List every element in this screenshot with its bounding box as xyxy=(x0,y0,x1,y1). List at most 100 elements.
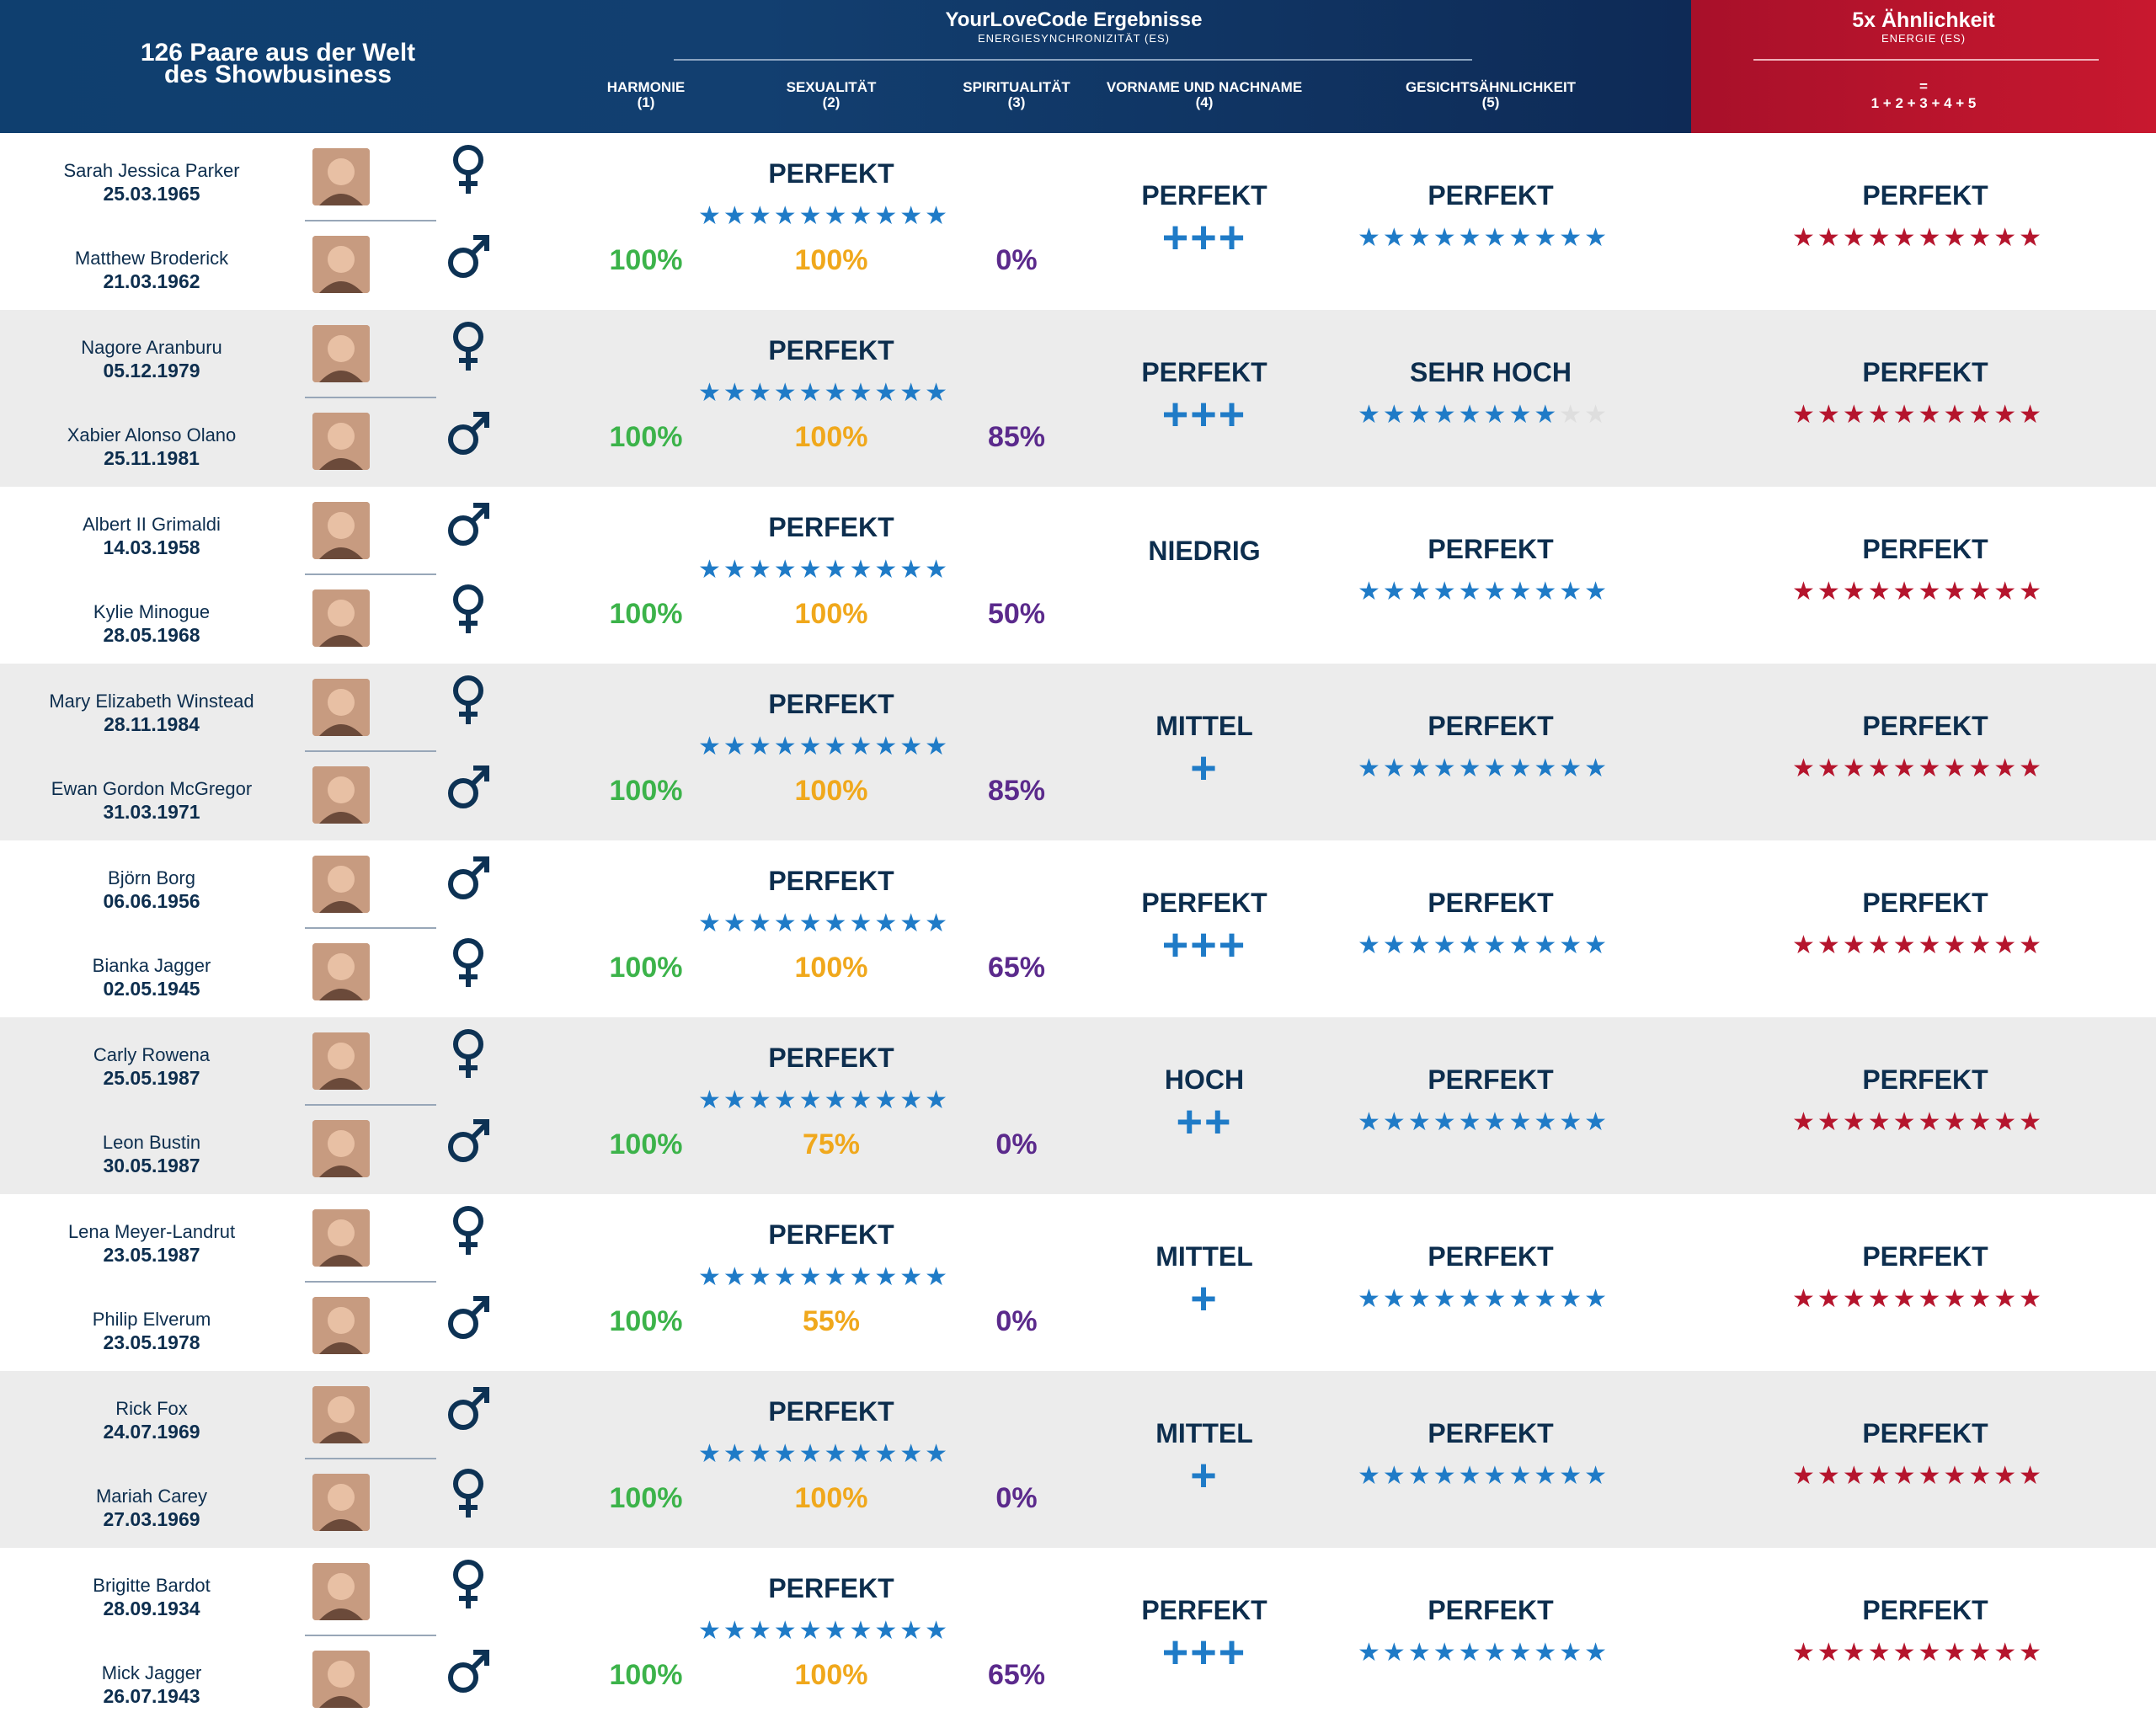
star-icon: ★ xyxy=(773,733,797,760)
pair-row: Sarah Jessica Parker 25.03.1965 Matthew Br… xyxy=(0,133,2156,310)
star-icon: ★ xyxy=(1433,1462,1456,1490)
star-icon: ★ xyxy=(899,379,923,407)
star-icon: ★ xyxy=(1943,578,1967,605)
star-icon: ★ xyxy=(1358,755,1380,782)
spiritualitaet-value: 85% xyxy=(987,421,1046,453)
star-icon: ★ xyxy=(1792,931,1815,959)
star-icon: ★ xyxy=(1842,755,1865,782)
star-icon: ★ xyxy=(748,1086,771,1114)
col-num: (1) xyxy=(637,94,655,110)
harmonie-value: 100% xyxy=(609,775,683,807)
harmonie-value: 100% xyxy=(609,952,683,984)
star-icon: ★ xyxy=(1792,578,1815,605)
person-name: Brigitte Bardot xyxy=(93,1575,211,1596)
total-similarity-label: PERFEKT xyxy=(1862,1241,1988,1272)
col-label: VORNAME UND NACHNAME xyxy=(1106,79,1303,95)
energy-label: PERFEKT xyxy=(768,1396,894,1427)
male-symbol-icon xyxy=(445,1113,492,1167)
star-icon: ★ xyxy=(2019,1108,2042,1136)
harmonie-value: 100% xyxy=(609,1128,683,1160)
avatar xyxy=(312,1209,370,1267)
star-icon: ★ xyxy=(849,1086,873,1114)
star-icon: ★ xyxy=(899,1440,923,1468)
avatar xyxy=(312,943,370,1000)
sexualitaet-value: 100% xyxy=(794,952,868,984)
star-icon: ★ xyxy=(1508,578,1532,605)
results-title: YourLoveCode Ergebnisse xyxy=(945,8,1203,31)
person-info: Sarah Jessica Parker 25.03.1965 xyxy=(17,160,286,205)
star-icon: ★ xyxy=(773,556,797,584)
female-symbol-icon xyxy=(445,674,492,728)
star-icon: ★ xyxy=(1382,1285,1406,1313)
energy-star-rating: ★ ★ ★ ★ ★ ★ ★ ★ ★ ★ xyxy=(698,381,947,406)
col-label: SEXUALITÄT xyxy=(786,79,877,95)
name-compat-label: MITTEL xyxy=(1155,711,1253,741)
star-icon: ★ xyxy=(1358,1462,1380,1490)
face-similarity-label: PERFEKT xyxy=(1428,1241,1554,1272)
name-compat-label: NIEDRIG xyxy=(1148,536,1261,566)
star-icon: ★ xyxy=(798,910,822,937)
pair-separator xyxy=(305,397,436,398)
avatar xyxy=(312,413,370,470)
total-similarity-label: PERFEKT xyxy=(1862,534,1988,564)
total-similarity-label: PERFEKT xyxy=(1862,357,1988,387)
person-birthdate: 23.05.1978 xyxy=(103,1331,200,1353)
name-compat-label: PERFEKT xyxy=(1141,357,1267,387)
avatar xyxy=(312,1032,370,1090)
star-icon: ★ xyxy=(925,1086,948,1114)
avatar xyxy=(312,325,370,382)
star-icon: ★ xyxy=(1892,931,1916,959)
face-similarity-label: PERFEKT xyxy=(1428,180,1554,211)
star-icon: ★ xyxy=(2019,1639,2042,1667)
total-similarity-star-rating: ★ ★ ★ ★ ★ ★ ★ ★ ★ ★ xyxy=(1792,756,2041,781)
pair-separator xyxy=(305,220,436,221)
col-header-spiritualitaet: SPIRITUALITÄT (3) xyxy=(963,80,1070,110)
star-icon: ★ xyxy=(2019,401,2042,429)
harmonie-value: 100% xyxy=(609,1482,683,1514)
total-similarity-label: PERFEKT xyxy=(1862,711,1988,741)
face-similarity-star-rating: ★ ★ ★ ★ ★ ★ ★ ★ ★ ★ xyxy=(1358,756,1607,781)
star-icon: ★ xyxy=(1559,755,1582,782)
star-icon: ★ xyxy=(698,1617,721,1645)
star-icon: ★ xyxy=(1407,224,1431,252)
star-icon: ★ xyxy=(899,1617,923,1645)
star-icon: ★ xyxy=(1792,1285,1815,1313)
star-icon: ★ xyxy=(824,1440,847,1468)
header-right-divider xyxy=(1753,59,2099,61)
person-info: Bianka Jagger 02.05.1945 xyxy=(17,955,286,1000)
star-icon: ★ xyxy=(1382,931,1406,959)
male-symbol-icon xyxy=(445,760,492,813)
star-icon: ★ xyxy=(1358,401,1380,429)
person-name: Albert II Grimaldi xyxy=(83,514,221,535)
star-icon: ★ xyxy=(849,910,873,937)
pair-row: Brigitte Bardot 28.09.1934 Mick Jagger 26.0… xyxy=(0,1548,2156,1723)
star-icon: ★ xyxy=(1993,224,2017,252)
total-similarity-star-rating: ★ ★ ★ ★ ★ ★ ★ ★ ★ ★ xyxy=(1792,226,2041,251)
star-icon: ★ xyxy=(1534,224,1557,252)
female-symbol-icon xyxy=(445,1027,492,1081)
col-label: SPIRITUALITÄT xyxy=(963,79,1070,95)
star-icon: ★ xyxy=(1792,401,1815,429)
name-compat-label: PERFEKT xyxy=(1141,1595,1267,1625)
star-icon: ★ xyxy=(1433,1285,1456,1313)
star-icon: ★ xyxy=(1993,1285,2017,1313)
male-symbol-icon xyxy=(445,1290,492,1344)
star-icon: ★ xyxy=(1458,931,1481,959)
star-icon: ★ xyxy=(698,733,721,760)
person-birthdate: 30.05.1987 xyxy=(103,1155,200,1176)
star-icon: ★ xyxy=(1483,931,1507,959)
formula-sum: 1 + 2 + 3 + 4 + 5 xyxy=(1870,95,1977,111)
star-icon: ★ xyxy=(1993,1462,2017,1490)
star-icon: ★ xyxy=(1534,1639,1557,1667)
star-icon: ★ xyxy=(1559,1462,1582,1490)
star-icon: ★ xyxy=(1433,1108,1456,1136)
energy-label: PERFEKT xyxy=(768,1043,894,1073)
star-icon: ★ xyxy=(1483,1639,1507,1667)
star-icon: ★ xyxy=(748,1263,771,1291)
plus-icon: +++ xyxy=(1161,212,1247,263)
person-info: Mary Elizabeth Winstead 28.11.1984 xyxy=(17,691,286,736)
pair-row: Nagore Aranburu 05.12.1979 Xabier Alonso O… xyxy=(0,310,2156,487)
star-icon: ★ xyxy=(798,556,822,584)
star-icon: ★ xyxy=(849,556,873,584)
